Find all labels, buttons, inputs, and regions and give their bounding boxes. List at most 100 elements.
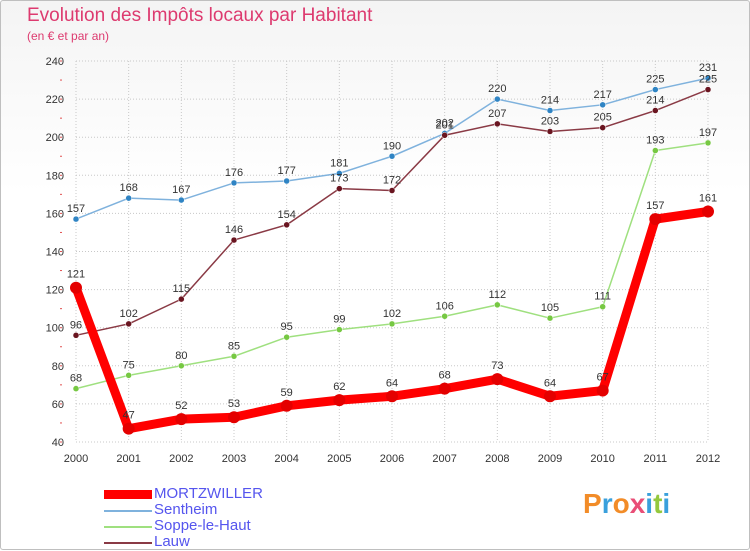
y-tick-label: 140 xyxy=(46,247,64,259)
y-tick-label: 220 xyxy=(46,94,64,106)
data-point xyxy=(178,295,185,303)
data-label: 217 xyxy=(593,89,611,101)
y-tick-label: 160 xyxy=(46,208,64,220)
legend-label: MORTZWILLER xyxy=(154,485,263,502)
data-point xyxy=(388,187,396,194)
data-label: 99 xyxy=(333,314,345,326)
data-label: 105 xyxy=(541,302,559,314)
y-tick-label: 80 xyxy=(52,361,64,373)
series-layer xyxy=(70,74,714,435)
data-label: 80 xyxy=(175,350,187,362)
legend-label: Lauw xyxy=(154,533,190,550)
data-point xyxy=(283,177,290,185)
data-point xyxy=(72,332,80,339)
data-point xyxy=(494,301,501,309)
data-label: 231 xyxy=(699,62,717,74)
data-label: 112 xyxy=(489,289,507,301)
data-point xyxy=(599,303,606,310)
data-label: 190 xyxy=(383,140,401,152)
axis-layer: 40 60 80 100 120 140 160 180 200 220 240 2000 2001 20… xyxy=(46,56,721,465)
data-label: 59 xyxy=(281,387,293,399)
data-label: 47 xyxy=(123,410,135,422)
data-point xyxy=(438,382,451,395)
data-label: 168 xyxy=(119,182,137,194)
data-point xyxy=(494,120,501,128)
data-point xyxy=(175,413,188,426)
x-tick-label: 2003 xyxy=(222,453,246,465)
data-label: 161 xyxy=(699,192,717,204)
data-label: 214 xyxy=(541,95,559,107)
series-lauw xyxy=(72,86,712,339)
logo-letter: i xyxy=(645,488,654,519)
data-point xyxy=(336,170,343,177)
data-point xyxy=(230,179,238,187)
data-label: 225 xyxy=(646,74,664,86)
x-tick-label: 2008 xyxy=(485,453,509,465)
data-label: 102 xyxy=(383,308,401,320)
data-point xyxy=(491,373,504,386)
data-label: 225 xyxy=(699,74,717,86)
legend-swatch xyxy=(104,510,152,512)
data-label: 111 xyxy=(594,291,611,303)
data-point xyxy=(125,320,132,328)
data-label: 68 xyxy=(439,370,451,382)
data-point xyxy=(178,196,185,204)
data-label: 73 xyxy=(491,360,503,372)
data-label: 85 xyxy=(228,340,240,352)
data-point xyxy=(230,236,238,244)
data-point xyxy=(72,215,80,223)
x-tick-label: 2001 xyxy=(116,453,140,465)
data-label: 75 xyxy=(123,359,135,371)
data-point xyxy=(599,101,606,109)
data-point xyxy=(333,394,346,407)
data-point xyxy=(704,74,712,82)
data-point xyxy=(546,314,554,322)
data-label: 157 xyxy=(67,203,85,215)
data-point xyxy=(652,147,659,154)
data-point xyxy=(336,326,343,333)
data-point xyxy=(704,139,712,147)
x-tick-label: 2005 xyxy=(327,453,351,465)
x-tick-label: 2000 xyxy=(64,453,88,465)
data-point xyxy=(388,320,396,328)
y-tick-label: 60 xyxy=(52,399,64,411)
data-point xyxy=(178,362,185,370)
data-label: 220 xyxy=(488,83,506,95)
data-label: 52 xyxy=(175,400,187,412)
data-label: 197 xyxy=(699,127,717,139)
data-label: 154 xyxy=(277,209,295,221)
x-tick-label: 2007 xyxy=(432,453,456,465)
data-point xyxy=(494,95,501,103)
data-point xyxy=(599,124,606,131)
data-point xyxy=(546,128,554,135)
y-tick-label: 200 xyxy=(46,132,64,144)
data-label: 157 xyxy=(646,200,664,212)
data-point xyxy=(652,86,659,93)
logo-letter: r xyxy=(601,488,613,519)
data-label: 167 xyxy=(172,184,190,196)
data-label: 193 xyxy=(646,135,664,147)
data-label: 95 xyxy=(281,321,293,333)
data-point xyxy=(125,194,132,202)
data-label: 102 xyxy=(119,308,137,320)
data-point xyxy=(283,221,290,229)
y-tick-label: 120 xyxy=(46,285,64,297)
data-point xyxy=(704,86,712,93)
data-point xyxy=(596,384,609,397)
data-point xyxy=(228,411,240,424)
x-tick-label: 2011 xyxy=(644,453,668,465)
data-label: 146 xyxy=(225,224,243,236)
data-label: 64 xyxy=(544,377,556,389)
data-label: 181 xyxy=(330,157,348,169)
chart-title: Evolution des Impôts locaux par Habitant xyxy=(27,5,373,26)
y-tick-label: 180 xyxy=(46,170,64,182)
data-label: 68 xyxy=(70,373,82,385)
x-tick-label: 2009 xyxy=(538,453,562,465)
data-point xyxy=(441,313,448,320)
data-label: 67 xyxy=(597,372,609,384)
data-point xyxy=(283,333,290,341)
data-point xyxy=(230,353,238,360)
data-label: 176 xyxy=(225,167,243,179)
data-label: 121 xyxy=(67,269,85,281)
